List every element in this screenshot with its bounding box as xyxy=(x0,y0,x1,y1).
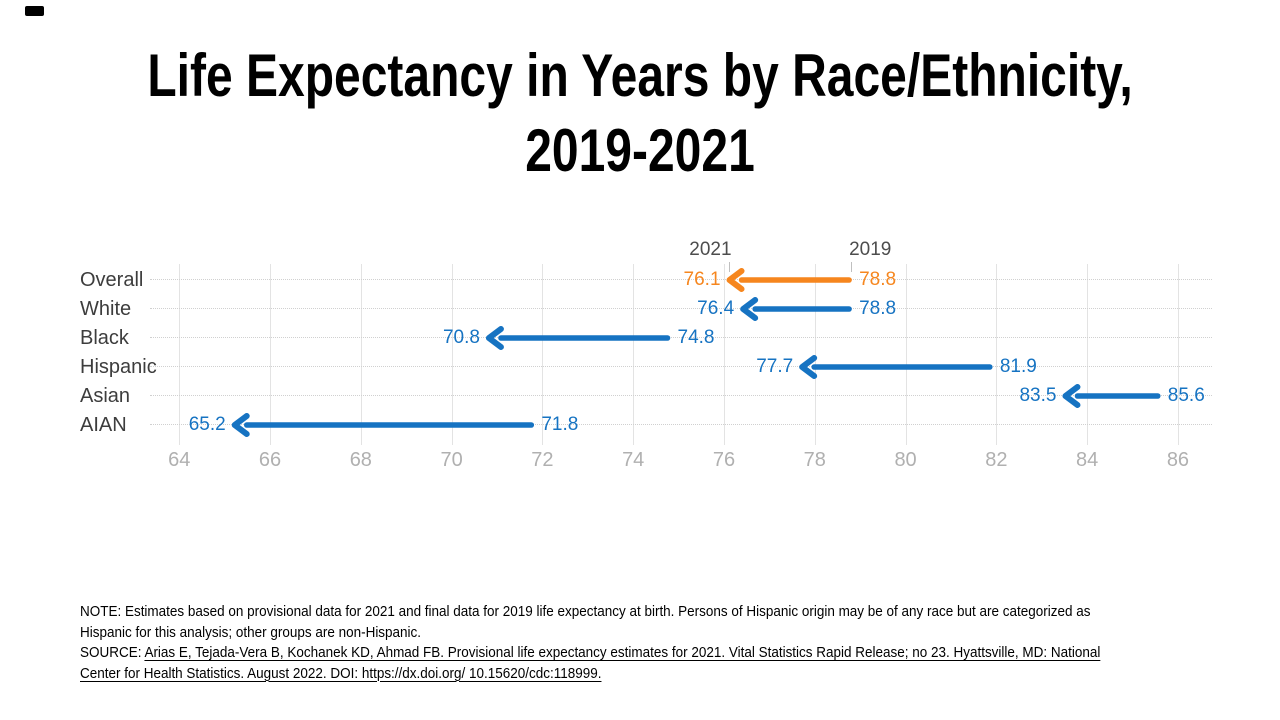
gridline-64 xyxy=(179,264,181,445)
category-label-white: White xyxy=(80,298,132,320)
x-axis-tick-80: 80 xyxy=(894,449,917,471)
source-line: SOURCE: Arias E, Tejada-Vera B, Kochanek… xyxy=(80,643,1133,684)
x-axis-tick-76: 76 xyxy=(712,449,736,471)
value-2019-hispanic: 81.9 xyxy=(999,356,1037,377)
value-2021-asian: 83.5 xyxy=(1019,385,1057,406)
gridline-70 xyxy=(451,264,453,445)
arrow-head-overall xyxy=(726,268,745,292)
row-leader-overall xyxy=(150,279,1212,280)
category-label-asian: Asian xyxy=(80,385,131,407)
arrow-head-black xyxy=(485,326,504,350)
x-axis-tick-78: 78 xyxy=(803,449,826,471)
value-2019-asian: 85.6 xyxy=(1167,385,1205,406)
gridline-86 xyxy=(1177,264,1179,445)
arrow-head-asian xyxy=(1062,384,1081,408)
x-axis-tick-66: 66 xyxy=(258,449,282,471)
x-axis-tick-68: 68 xyxy=(349,449,372,471)
notes-block: NOTE: Estimates based on provisional dat… xyxy=(80,602,1133,684)
gridline-80 xyxy=(905,264,907,445)
value-2019-aian: 71.8 xyxy=(541,414,579,435)
gridline-72 xyxy=(542,264,544,445)
x-axis-tick-82: 82 xyxy=(985,449,1008,471)
gridline-84 xyxy=(1087,264,1089,445)
gridline-76 xyxy=(723,264,725,445)
arrow-head-white xyxy=(740,297,759,321)
value-2019-overall: 78.8 xyxy=(859,269,897,290)
value-2021-overall: 76.1 xyxy=(683,269,721,290)
note-text: NOTE: Estimates based on provisional dat… xyxy=(80,604,1091,641)
category-label-hispanic: Hispanic xyxy=(80,356,157,378)
value-2019-black: 74.8 xyxy=(677,327,715,348)
x-axis-tick-84: 84 xyxy=(1076,449,1099,471)
column-header-tick-2021 xyxy=(728,262,730,272)
row-leader-asian xyxy=(150,395,1212,396)
source-citation-link[interactable]: Arias E, Tejada-Vera B, Kochanek KD, Ahm… xyxy=(80,645,1101,682)
row-leader-black xyxy=(150,337,1212,338)
gridline-82 xyxy=(996,264,998,445)
gridline-78 xyxy=(814,264,816,445)
chart-title-line2: 2019-2021 xyxy=(525,117,755,184)
x-axis-tick-86: 86 xyxy=(1166,449,1190,471)
row-leader-white xyxy=(150,308,1212,309)
x-axis-tick-64: 64 xyxy=(168,449,191,471)
value-2021-hispanic: 77.7 xyxy=(756,356,794,377)
chart-title: Life Expectancy in Years by Race/Ethnici… xyxy=(128,38,1152,188)
row-leader-aian xyxy=(150,424,1212,425)
column-header-2019: 2019 xyxy=(849,239,892,260)
gridline-74 xyxy=(633,264,635,445)
x-axis-tick-70: 70 xyxy=(440,449,463,471)
category-label-aian: AIAN xyxy=(80,414,127,436)
value-2021-black: 70.8 xyxy=(442,327,480,348)
row-leader-hispanic xyxy=(150,366,1212,367)
column-header-2021: 2021 xyxy=(689,239,732,260)
gridline-66 xyxy=(270,264,272,445)
column-header-tick-2019 xyxy=(851,262,853,272)
arrow-head-hispanic xyxy=(799,355,818,379)
category-label-black: Black xyxy=(80,327,129,349)
corner-mark xyxy=(25,6,44,16)
arrow-head-aian xyxy=(231,413,250,437)
chart-title-line1: Life Expectancy in Years by Race/Ethnici… xyxy=(147,42,1133,109)
x-axis-tick-74: 74 xyxy=(622,449,645,471)
source-prefix: SOURCE: xyxy=(80,645,145,661)
gridline-68 xyxy=(360,264,362,445)
x-axis-tick-72: 72 xyxy=(531,449,554,471)
value-2019-white: 78.8 xyxy=(859,298,897,319)
category-label-overall: Overall xyxy=(80,269,144,291)
value-2021-white: 76.4 xyxy=(697,298,735,319)
value-2021-aian: 65.2 xyxy=(188,414,226,435)
